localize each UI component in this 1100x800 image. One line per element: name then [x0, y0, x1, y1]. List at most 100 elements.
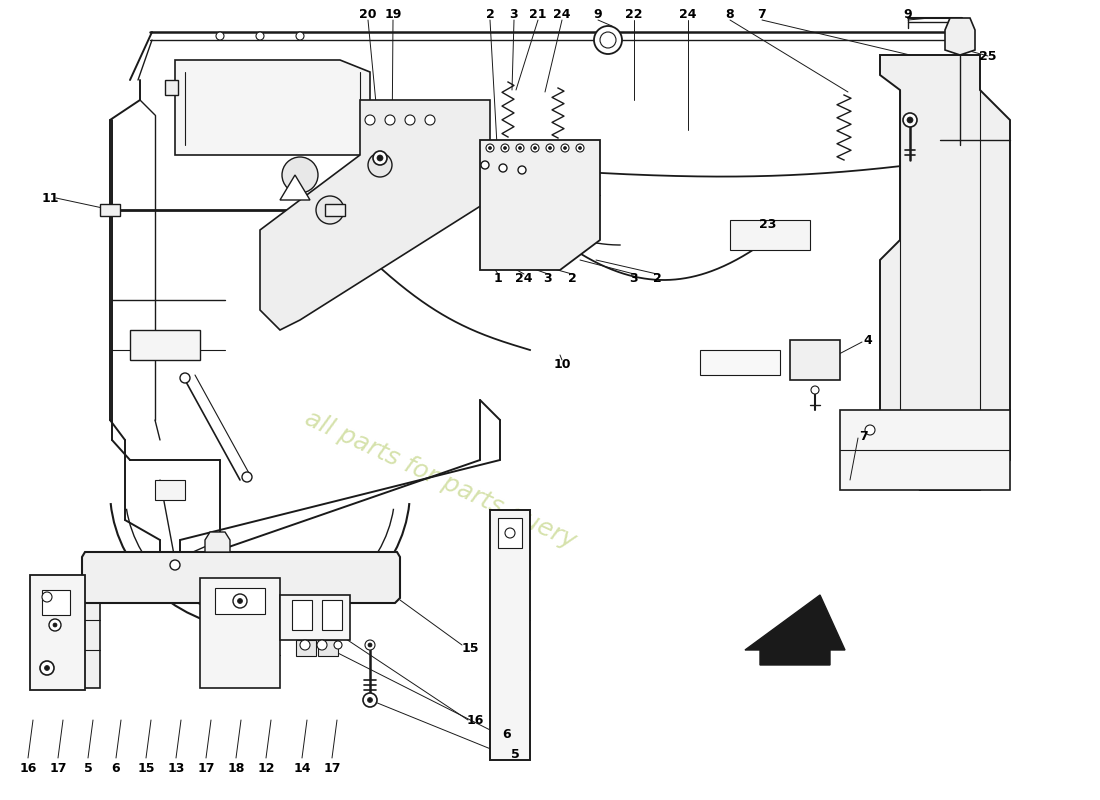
Polygon shape: [30, 575, 85, 690]
Circle shape: [811, 386, 819, 394]
Text: 11: 11: [42, 191, 58, 205]
Circle shape: [385, 115, 395, 125]
Text: 23: 23: [759, 218, 777, 231]
Polygon shape: [730, 220, 810, 250]
Polygon shape: [82, 552, 400, 603]
Text: all parts for parts query: all parts for parts query: [300, 406, 580, 554]
Text: 5: 5: [510, 747, 519, 761]
Text: 3: 3: [629, 271, 638, 285]
Text: 19: 19: [384, 9, 402, 22]
Circle shape: [600, 32, 616, 48]
Text: 9: 9: [594, 9, 603, 22]
Circle shape: [576, 144, 584, 152]
Polygon shape: [60, 578, 100, 688]
Circle shape: [242, 472, 252, 482]
Polygon shape: [200, 578, 280, 688]
Circle shape: [363, 693, 377, 707]
Circle shape: [368, 153, 392, 177]
Text: 2: 2: [568, 271, 576, 285]
Polygon shape: [480, 140, 600, 270]
Text: 24: 24: [680, 9, 696, 22]
Circle shape: [53, 623, 57, 627]
Text: 6: 6: [503, 727, 512, 741]
Circle shape: [365, 115, 375, 125]
Circle shape: [865, 425, 874, 435]
Text: 1: 1: [494, 271, 503, 285]
Text: 17: 17: [50, 762, 67, 774]
Polygon shape: [280, 175, 310, 200]
Polygon shape: [296, 640, 316, 656]
Text: 8: 8: [726, 9, 735, 22]
Circle shape: [908, 117, 913, 123]
Circle shape: [546, 144, 554, 152]
Text: 9: 9: [904, 9, 912, 22]
Text: 24: 24: [553, 9, 571, 22]
Polygon shape: [292, 600, 312, 630]
Circle shape: [282, 157, 318, 193]
Circle shape: [367, 698, 373, 702]
Text: 2: 2: [485, 9, 494, 22]
Circle shape: [516, 144, 524, 152]
Polygon shape: [155, 480, 185, 500]
Polygon shape: [498, 518, 522, 548]
Circle shape: [594, 26, 621, 54]
Polygon shape: [165, 80, 178, 95]
Polygon shape: [260, 100, 490, 330]
Text: 15: 15: [138, 762, 155, 774]
Text: 3: 3: [509, 9, 518, 22]
Circle shape: [368, 643, 372, 647]
Circle shape: [50, 619, 60, 631]
Polygon shape: [130, 330, 200, 360]
Circle shape: [373, 151, 387, 165]
Text: 14: 14: [294, 762, 310, 774]
Circle shape: [317, 640, 327, 650]
Circle shape: [44, 666, 50, 670]
Polygon shape: [945, 18, 975, 55]
Text: 24: 24: [515, 271, 532, 285]
Polygon shape: [214, 588, 265, 614]
Circle shape: [405, 115, 415, 125]
Polygon shape: [490, 510, 530, 760]
Circle shape: [296, 32, 304, 40]
Circle shape: [486, 144, 494, 152]
Circle shape: [334, 641, 342, 649]
Circle shape: [518, 146, 521, 150]
Text: 4: 4: [864, 334, 872, 346]
Circle shape: [579, 146, 582, 150]
Text: 5: 5: [84, 762, 92, 774]
Polygon shape: [280, 595, 350, 640]
Polygon shape: [205, 532, 230, 552]
Polygon shape: [880, 55, 1010, 490]
Circle shape: [300, 640, 310, 650]
Circle shape: [233, 594, 248, 608]
Text: 2: 2: [652, 271, 661, 285]
Text: 17: 17: [197, 762, 215, 774]
Text: 25: 25: [979, 50, 997, 62]
Circle shape: [481, 161, 490, 169]
Polygon shape: [175, 60, 370, 155]
Text: 15: 15: [462, 642, 480, 654]
Circle shape: [563, 146, 566, 150]
Circle shape: [499, 164, 507, 172]
Polygon shape: [100, 204, 120, 216]
Circle shape: [40, 661, 54, 675]
Text: 16: 16: [466, 714, 484, 726]
Circle shape: [531, 144, 539, 152]
Text: 21: 21: [529, 9, 547, 22]
Circle shape: [42, 592, 52, 602]
Polygon shape: [840, 410, 1010, 490]
Polygon shape: [322, 600, 342, 630]
Circle shape: [425, 115, 435, 125]
Circle shape: [518, 166, 526, 174]
Circle shape: [505, 528, 515, 538]
Circle shape: [500, 144, 509, 152]
Text: 18: 18: [228, 762, 244, 774]
Circle shape: [238, 598, 242, 603]
Text: 12: 12: [257, 762, 275, 774]
Circle shape: [180, 373, 190, 383]
Circle shape: [216, 32, 224, 40]
Text: 20: 20: [360, 9, 376, 22]
Text: 17: 17: [323, 762, 341, 774]
Circle shape: [316, 196, 344, 224]
Text: 6: 6: [112, 762, 120, 774]
